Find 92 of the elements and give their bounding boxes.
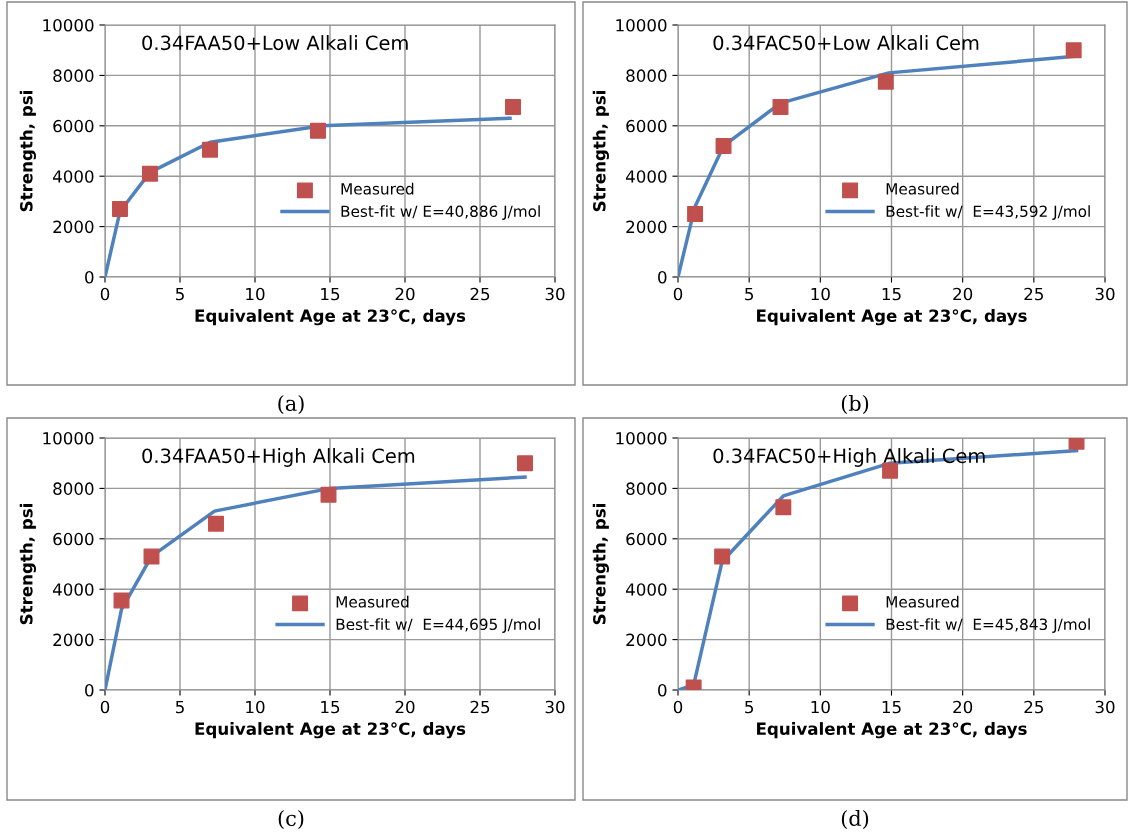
legend-label: Best-fit w/ E=43,592 J/mol [886,205,1090,220]
legend-label: Best-fit w/ E=45,843 J/mol [886,618,1090,633]
text: (a) [278,394,304,414]
y-tick-label: 4000 [52,583,94,596]
point [1065,42,1082,59]
x-tick-label: 25 [470,287,490,301]
x-axis-title: Equivalent Age at 23°C, days [195,309,466,326]
point [772,98,789,115]
x-tick-label: 20 [395,700,415,714]
y-tick-label: 2000 [626,633,667,647]
x-tick-label: 10 [246,700,265,714]
x-tick-label: 5 [745,287,754,301]
chart-title: 0.34FAC50+Low Alkali Cem [713,35,979,51]
y-axis-title: Strength, psi [19,90,37,212]
y-tick-label: 10000 [616,431,667,445]
point [112,200,128,217]
point [775,499,792,516]
x-tick-label: 10 [246,287,265,301]
y-tick-label: 2000 [53,633,94,647]
x-tick-label: 20 [953,287,973,301]
point [877,73,894,90]
text: (b) [841,394,869,414]
x-axis-title: Equivalent Age at 23°C, days [195,722,466,739]
point [142,165,158,182]
x-axis-title: Equivalent Age at 23°C, days [757,309,1027,326]
point [517,455,533,472]
point [714,548,731,565]
y-tick-label: 0 [658,683,667,697]
text: (c) [278,809,304,829]
y-tick-label: 6000 [53,119,94,133]
y-axis-title: Strength, psi [592,90,610,212]
y-tick-label: 8000 [53,482,94,495]
y-tick-label: 8000 [626,482,667,495]
point [208,515,224,532]
y-axis-title: Strength, psi [592,503,610,625]
y-tick-label: 6000 [626,532,667,546]
point [143,548,160,565]
y-tick-label: 10000 [43,18,94,32]
point [505,98,521,115]
y-axis-title: Strength, psi [19,503,37,625]
x-tick-label: 0 [673,700,683,714]
y-tick-label: 4000 [625,170,667,183]
y-tick-label: 0 [85,683,94,697]
y-tick-label: 0 [658,270,667,284]
legend-label: Best-fit w/ E=44,695 J/mol [336,618,540,633]
x-tick-label: 25 [1024,700,1043,714]
x-tick-label: 30 [545,287,565,301]
x-tick-label: 30 [1095,700,1115,714]
x-tick-label: 15 [321,287,340,301]
point [113,592,130,609]
y-tick-label: 10000 [616,18,667,32]
legend-label: Measured [341,182,414,195]
x-tick-label: 25 [1024,287,1043,301]
x-tick-label: 25 [470,700,490,714]
y-tick-label: 4000 [625,583,667,596]
legend-label: Best-fit w/ E=40,886 J/mol [341,205,540,220]
y-tick-label: 2000 [53,220,94,234]
x-axis-title: Equivalent Age at 23°C, days [757,722,1027,739]
x-tick-label: 0 [100,700,110,714]
y-tick-label: 8000 [626,69,667,82]
x-tick-label: 5 [745,700,754,714]
y-tick-label: 10000 [43,431,94,445]
x-tick-label: 0 [673,287,683,301]
legend-label: Measured [336,595,409,608]
y-tick-label: 2000 [626,220,667,234]
x-tick-label: 15 [882,700,901,714]
x-tick-label: 10 [811,287,830,301]
text: (d) [841,809,869,829]
legend-label: Measured [886,595,959,608]
y-tick-label: 4000 [52,170,94,183]
x-tick-label: 20 [395,287,415,301]
x-tick-label: 15 [321,700,340,714]
legend-label: Measured [886,182,959,195]
y-tick-label: 0 [85,270,94,284]
y-tick-label: 8000 [53,69,94,82]
x-tick-label: 20 [953,700,973,714]
y-tick-label: 6000 [53,532,94,546]
y-tick-label: 6000 [626,119,667,133]
x-tick-label: 10 [811,700,830,714]
chart-title: 0.34FAA50+Low Alkali Cem [142,35,408,51]
x-tick-label: 30 [1095,287,1115,301]
x-tick-label: 0 [100,287,110,301]
point [320,486,337,503]
point [202,141,218,158]
x-tick-label: 30 [545,700,565,714]
text: 0.34FAA50+High Alkali Cem [142,448,415,467]
x-tick-label: 5 [175,287,184,301]
point [715,137,732,154]
x-tick-label: 5 [175,700,184,714]
x-tick-label: 15 [882,287,901,301]
point [310,122,326,139]
point [687,206,704,222]
